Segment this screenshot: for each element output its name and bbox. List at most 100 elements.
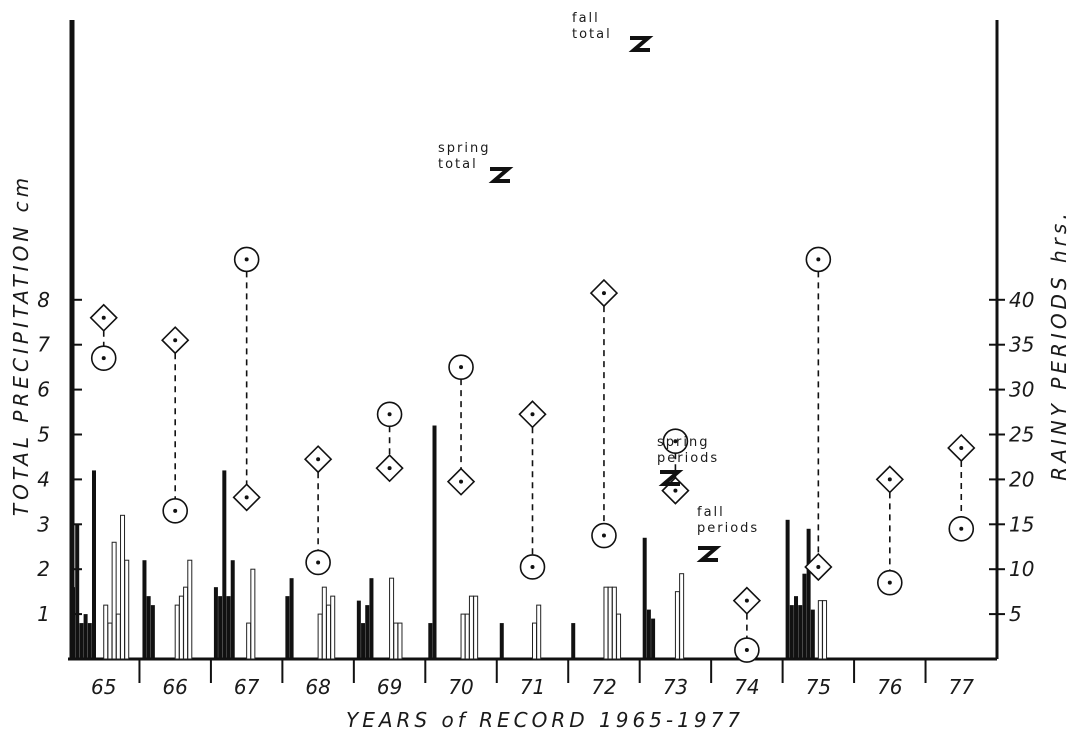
spring-total-dot bbox=[816, 257, 821, 262]
spring-total-dot bbox=[316, 560, 321, 565]
spring-period-bar bbox=[83, 614, 88, 659]
fall-total-dot bbox=[459, 479, 464, 484]
spring-period-bar bbox=[87, 623, 92, 659]
fall-period-bar bbox=[321, 586, 327, 660]
fall-period-bar bbox=[679, 573, 685, 660]
fall-period-bar bbox=[178, 595, 184, 660]
fall-total-dot bbox=[244, 495, 249, 500]
fall-period-bar bbox=[393, 622, 399, 660]
spring-total-dot bbox=[101, 356, 106, 361]
fall-period-bar bbox=[473, 595, 479, 660]
right-tick-label: 25 bbox=[1009, 423, 1034, 447]
x-tick-label: 66 bbox=[162, 675, 187, 699]
spring-period-bar bbox=[785, 519, 790, 659]
fall-period-bar bbox=[616, 613, 622, 660]
left-tick-label: 4 bbox=[37, 467, 50, 491]
fall-period-bar bbox=[317, 613, 323, 660]
spring-period-bar bbox=[571, 623, 576, 659]
spring-total-dot bbox=[459, 365, 464, 370]
right-tick-label: 40 bbox=[1009, 288, 1034, 312]
spring-period-bar bbox=[285, 596, 290, 659]
spring-period-bar bbox=[226, 596, 231, 659]
left-tick-label: 2 bbox=[37, 557, 50, 581]
spring-total-dot bbox=[530, 564, 535, 569]
x-tick-label: 69 bbox=[377, 675, 402, 699]
spring-period-bar bbox=[356, 600, 361, 659]
spring-period-bar bbox=[806, 528, 811, 659]
left-tick-label: 8 bbox=[37, 288, 50, 312]
spring-total-dot bbox=[959, 526, 964, 531]
fall-total-dot bbox=[530, 412, 535, 417]
fall-total-dot bbox=[887, 477, 892, 482]
spring-period-bar bbox=[146, 596, 151, 659]
spring-period-bar bbox=[142, 560, 147, 659]
right-tick-label: 30 bbox=[1009, 378, 1034, 402]
fall-periods-label: periods bbox=[697, 521, 759, 536]
left-tick-label: 7 bbox=[37, 333, 50, 357]
x-tick-label: 75 bbox=[806, 675, 831, 699]
right-axis-title: RAINY PERIODS hrs. bbox=[1047, 209, 1071, 480]
spring-period-bar bbox=[230, 560, 235, 659]
spring-period-bar bbox=[499, 623, 504, 659]
spring-period-bar bbox=[213, 587, 218, 659]
spring-period-bar bbox=[222, 470, 227, 659]
fall-period-bar bbox=[822, 600, 828, 660]
fall-total-dot bbox=[601, 291, 606, 296]
fall-total-label: total bbox=[572, 27, 612, 42]
spring-period-bar bbox=[646, 609, 651, 659]
fall-period-bar bbox=[674, 591, 680, 660]
fall-period-bar bbox=[389, 577, 395, 660]
spring-periods-label: spring bbox=[657, 435, 709, 450]
spring-total-dot bbox=[887, 580, 892, 585]
right-tick-label: 5 bbox=[1009, 602, 1022, 626]
spring-total-dot bbox=[673, 439, 678, 444]
fall-total-dot bbox=[173, 338, 178, 343]
fall-period-bar bbox=[536, 604, 542, 660]
left-tick-label: 1 bbox=[37, 602, 50, 626]
spring-period-bar bbox=[432, 425, 437, 659]
spring-period-bar bbox=[150, 605, 155, 659]
spring-period-bar bbox=[369, 578, 374, 659]
fall-total-dot bbox=[816, 564, 821, 569]
x-tick-label: 65 bbox=[91, 675, 116, 699]
spring-period-bar bbox=[428, 623, 433, 659]
right-tick-label: 15 bbox=[1009, 512, 1034, 536]
fall-period-bar bbox=[250, 568, 256, 660]
spring-period-bar bbox=[794, 596, 799, 659]
fall-period-bar bbox=[460, 613, 466, 660]
fall-period-bar bbox=[464, 613, 470, 660]
x-tick-label: 71 bbox=[520, 675, 545, 699]
fall-period-bar bbox=[817, 600, 823, 660]
right-tick-label: 20 bbox=[1009, 467, 1034, 491]
x-axis-title: YEARS of RECORD 1965-1977 bbox=[346, 708, 744, 732]
spring-period-bar bbox=[218, 596, 223, 659]
spring-total-arrow bbox=[488, 167, 514, 183]
fall-total-arrow bbox=[628, 36, 654, 52]
fall-period-bar bbox=[397, 622, 403, 660]
fall-total-dot bbox=[101, 315, 106, 320]
spring-period-bar bbox=[802, 573, 807, 659]
fall-total-dot bbox=[673, 488, 678, 493]
spring-period-bar bbox=[642, 537, 647, 659]
spring-period-bar bbox=[289, 578, 294, 659]
fall-period-bar bbox=[120, 514, 126, 660]
spring-period-bar bbox=[92, 470, 96, 659]
spring-period-bar bbox=[361, 623, 366, 659]
x-tick-label: 72 bbox=[591, 675, 616, 699]
fall-period-bar bbox=[174, 604, 180, 660]
fall-period-bar bbox=[183, 586, 189, 660]
x-tick-label: 67 bbox=[234, 675, 260, 699]
spring-period-bar bbox=[365, 605, 370, 659]
spring-total-dot bbox=[244, 257, 249, 262]
spring-total-dot bbox=[387, 412, 392, 417]
fall-total-dot bbox=[959, 445, 964, 450]
spring-total-dot bbox=[601, 533, 606, 538]
right-tick-label: 10 bbox=[1009, 557, 1034, 581]
fall-period-bar bbox=[187, 559, 193, 660]
spring-period-bar bbox=[651, 618, 656, 659]
fall-period-bar bbox=[603, 586, 609, 660]
fall-period-bar bbox=[330, 595, 336, 660]
fall-total-dot bbox=[744, 598, 749, 603]
spring-total-dot bbox=[744, 648, 749, 653]
